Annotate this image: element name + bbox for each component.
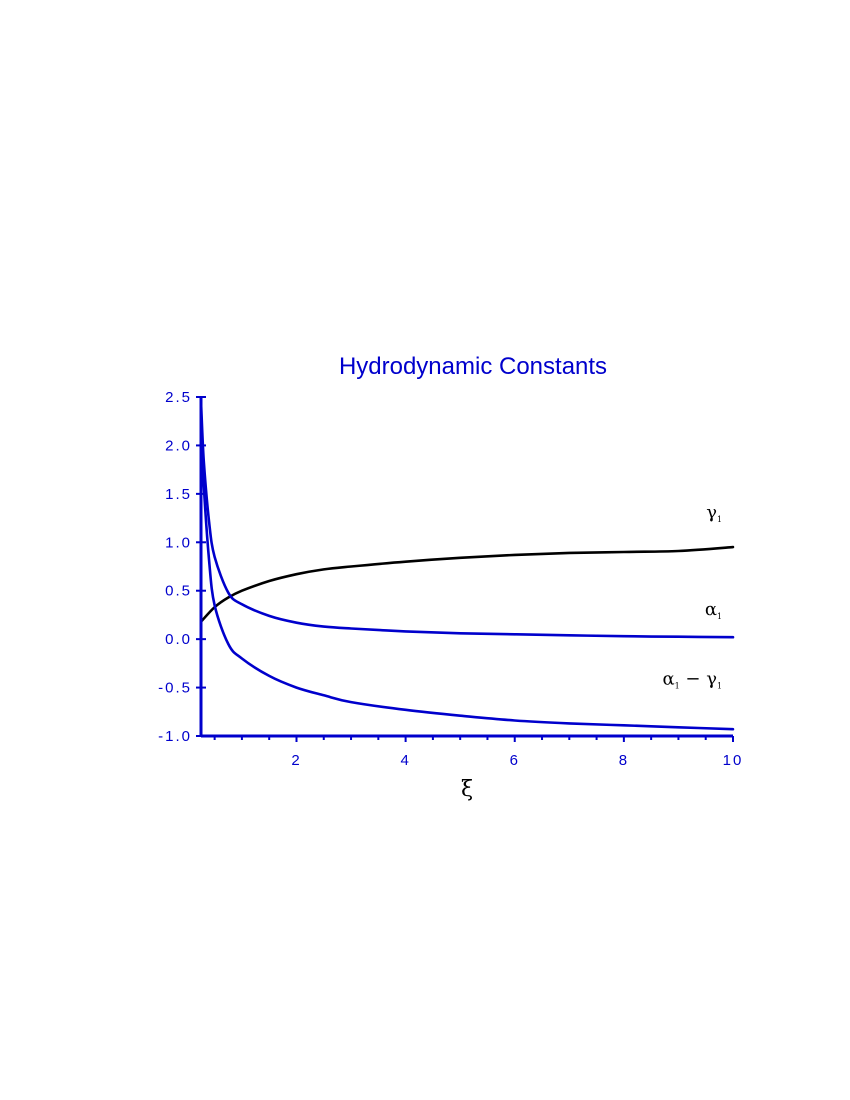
series-label-1: γ1 bbox=[706, 502, 722, 524]
series-line-2 bbox=[199, 400, 735, 639]
y-tick-label: 1.5 bbox=[165, 486, 192, 503]
y-tick-label: 0.5 bbox=[165, 583, 192, 600]
y-tick-label: -1.0 bbox=[158, 728, 192, 745]
y-tick-label: 0.0 bbox=[165, 631, 192, 648]
series-line-3 bbox=[199, 415, 735, 731]
x-axis-label: ξ bbox=[461, 777, 473, 802]
y-tick-label: 2.0 bbox=[165, 437, 192, 454]
series-layer bbox=[199, 400, 735, 731]
series-label-2: α1 bbox=[705, 599, 722, 621]
x-tick-label: 4 bbox=[400, 752, 410, 769]
series-label-3: α1 − γ1 bbox=[662, 669, 722, 691]
ticks: -1.0 -0.5 0.0 0.5 1.0 1.5 2.0 2.5 2 4 6 8 10 bbox=[158, 389, 744, 769]
y-tick-label: 2.5 bbox=[165, 389, 192, 406]
x-tick-label: 6 bbox=[510, 752, 520, 769]
x-tick-label: 8 bbox=[619, 752, 629, 769]
axes bbox=[199, 397, 733, 738]
chart-title: Hydrodynamic Constants bbox=[339, 353, 607, 380]
series-line-1 bbox=[199, 545, 735, 623]
y-tick-label: 1.0 bbox=[165, 534, 192, 551]
y-tick-label: -0.5 bbox=[158, 680, 192, 697]
x-tick-label: 2 bbox=[291, 752, 301, 769]
x-tick-label: 10 bbox=[723, 752, 744, 769]
series-labels: γ1 α1 α1 − γ1 bbox=[662, 502, 722, 691]
